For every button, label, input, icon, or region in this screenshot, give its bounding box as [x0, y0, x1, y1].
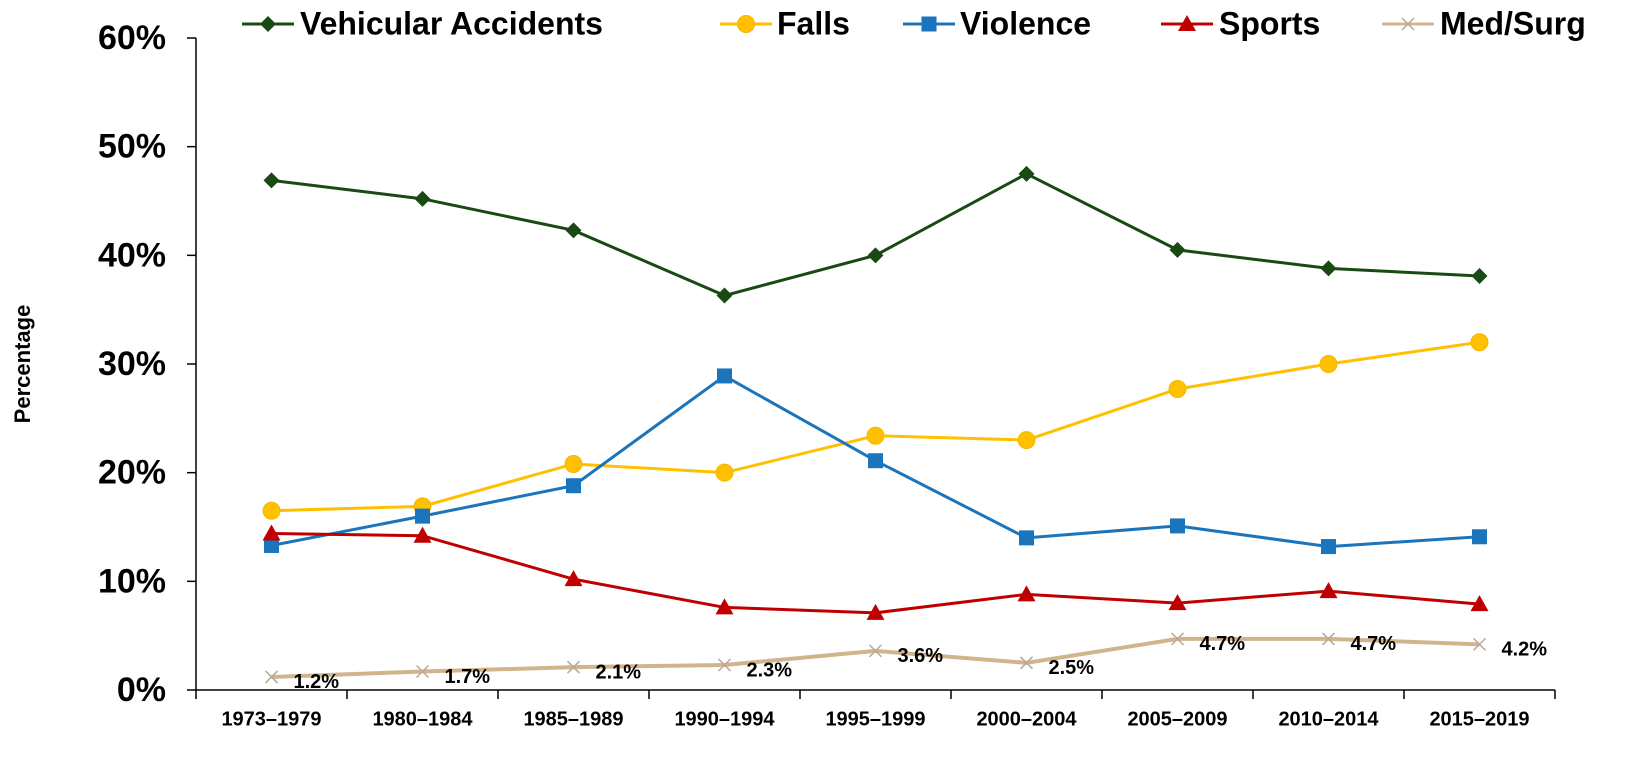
marker — [262, 501, 281, 520]
marker — [415, 508, 430, 524]
legend-label: Falls — [777, 5, 850, 41]
marker — [263, 172, 280, 189]
marker — [413, 526, 432, 543]
y-tick-label: 60% — [98, 19, 166, 57]
data-label: 1.2% — [294, 671, 340, 693]
marker — [564, 454, 583, 473]
y-axis-label: Percentage — [10, 305, 35, 424]
marker — [1170, 632, 1185, 646]
marker — [1470, 333, 1489, 352]
marker — [715, 463, 734, 482]
marker — [1321, 632, 1336, 646]
x-tick-label: 1973–1979 — [221, 708, 321, 730]
marker — [717, 658, 732, 672]
x-tick-label: 2005–2009 — [1127, 708, 1227, 730]
marker — [564, 570, 583, 587]
data-label: 1.7% — [445, 666, 491, 688]
marker — [1019, 530, 1034, 546]
marker — [1178, 15, 1196, 31]
marker — [566, 478, 581, 494]
marker — [414, 190, 431, 207]
y-tick-label: 0% — [117, 671, 166, 709]
marker — [566, 660, 581, 674]
marker — [1017, 585, 1036, 602]
legend-label: Sports — [1219, 5, 1320, 41]
x-tick-label: 1980–1984 — [372, 708, 473, 730]
marker — [1018, 165, 1035, 182]
marker — [1170, 518, 1185, 534]
y-tick-label: 30% — [98, 345, 166, 383]
x-tick-label: 2000–2004 — [976, 708, 1077, 730]
y-tick-label: 20% — [98, 454, 166, 492]
data-label: 4.7% — [1200, 633, 1246, 655]
legend-label: Med/Surg — [1440, 5, 1586, 41]
marker — [715, 598, 734, 615]
data-label: 2.3% — [747, 659, 793, 681]
x-tick-label: 2015–2019 — [1429, 708, 1529, 730]
marker — [866, 603, 885, 620]
marker — [868, 453, 883, 469]
marker — [866, 426, 885, 445]
marker — [262, 524, 281, 541]
series-line — [271, 172, 1480, 298]
data-label: 3.6% — [898, 645, 944, 667]
marker — [1169, 241, 1186, 258]
data-label: 2.5% — [1049, 657, 1095, 679]
marker — [565, 222, 582, 239]
marker — [1168, 594, 1187, 611]
marker — [1321, 539, 1336, 555]
data-label: 4.2% — [1502, 639, 1548, 661]
marker — [868, 644, 883, 658]
marker — [1319, 355, 1338, 373]
marker — [1019, 656, 1034, 670]
marker — [717, 368, 732, 384]
y-tick-label: 10% — [98, 562, 166, 600]
marker — [1471, 267, 1488, 284]
series-line — [271, 340, 1480, 513]
marker — [1319, 582, 1338, 599]
legend-label: Vehicular Accidents — [300, 5, 603, 41]
x-tick-label: 1990–1994 — [674, 708, 775, 730]
data-label: 4.7% — [1351, 633, 1397, 655]
marker — [1472, 529, 1487, 545]
y-tick-label: 50% — [98, 128, 166, 166]
marker — [264, 670, 279, 684]
data-label: 2.1% — [596, 661, 642, 683]
marker — [1320, 260, 1337, 277]
marker — [867, 247, 884, 264]
marker — [1401, 17, 1415, 31]
x-tick-label: 2010–2014 — [1278, 708, 1379, 730]
marker — [1470, 595, 1489, 612]
marker — [737, 15, 755, 33]
legend-label: Violence — [960, 5, 1091, 41]
marker — [264, 537, 279, 553]
marker — [921, 16, 937, 32]
marker — [1017, 431, 1036, 450]
marker — [1168, 379, 1187, 398]
marker — [716, 287, 733, 304]
x-tick-label: 1995–1999 — [825, 708, 925, 730]
marker — [415, 664, 430, 679]
marker — [1472, 637, 1487, 651]
x-tick-label: 1985–1989 — [523, 708, 623, 730]
marker — [260, 16, 276, 32]
y-tick-label: 40% — [98, 236, 166, 274]
series-line — [271, 532, 1480, 615]
